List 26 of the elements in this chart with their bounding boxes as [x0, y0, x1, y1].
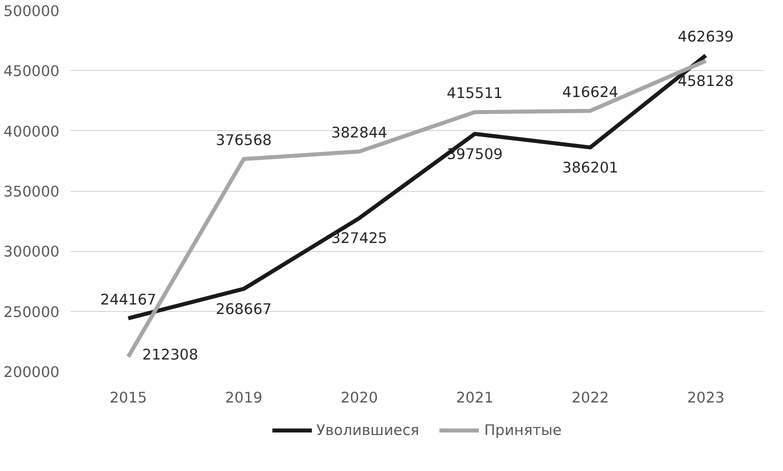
y-tick-label: 500000 — [4, 3, 60, 20]
data-label: 386201 — [562, 159, 618, 176]
x-tick-label: 2023 — [687, 390, 724, 406]
y-tick-label: 250000 — [4, 304, 60, 321]
data-label: 212308 — [142, 346, 198, 364]
x-tick-label: 2020 — [340, 390, 378, 406]
data-label: 268667 — [216, 300, 272, 318]
x-tick-label: 2022 — [572, 390, 609, 406]
data-label: 327425 — [331, 230, 388, 248]
data-label: 376568 — [216, 132, 272, 150]
data-label: 462639 — [678, 28, 734, 46]
x-tick-label: 2015 — [110, 390, 147, 406]
legend-label: Уволившиеся — [316, 422, 420, 438]
y-tick-label: 400000 — [4, 123, 60, 140]
data-label: 382844 — [331, 124, 388, 142]
data-label: 415511 — [446, 85, 503, 102]
data-label: 244167 — [100, 291, 156, 308]
data-label: 458128 — [678, 72, 734, 90]
y-tick-label: 200000 — [4, 364, 60, 381]
data-label: 416624 — [562, 84, 618, 101]
y-tick-label: 300000 — [4, 244, 60, 261]
x-tick-label: 2019 — [225, 390, 262, 406]
y-tick-label: 450000 — [4, 63, 60, 80]
x-tick-label: 2021 — [456, 390, 494, 406]
legend-label: Принятые — [484, 422, 562, 438]
y-tick-label: 350000 — [4, 184, 60, 200]
